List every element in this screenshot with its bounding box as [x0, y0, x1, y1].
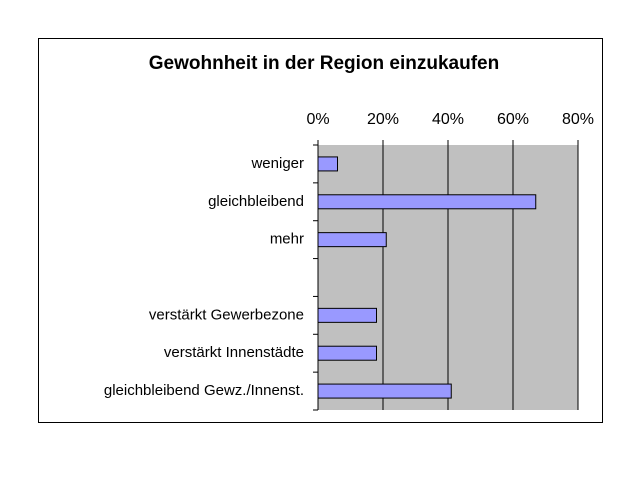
y-tick-label: verstärkt Innenstädte — [164, 344, 304, 361]
x-tick-label: 0% — [306, 111, 329, 128]
y-tick-label: gleichbleibend — [208, 193, 304, 210]
bar — [317, 156, 338, 172]
y-tick-label: verstärkt Gewerbezone — [149, 306, 304, 323]
bar — [317, 307, 377, 323]
x-tick-label: 80% — [562, 111, 594, 128]
y-tick-label: mehr — [270, 231, 304, 248]
y-tick-label: weniger — [250, 155, 304, 172]
x-tick-label: 20% — [367, 111, 399, 128]
chart-title: Gewohnheit in der Region einzukaufen — [149, 53, 499, 74]
x-tick-label: 40% — [432, 111, 464, 128]
bar — [317, 383, 452, 399]
bar — [317, 345, 377, 361]
bar — [317, 232, 387, 248]
x-tick-label: 60% — [497, 111, 529, 128]
y-tick-label: gleichbleibend Gewz./Innenst. — [104, 382, 304, 399]
bar — [317, 194, 537, 210]
